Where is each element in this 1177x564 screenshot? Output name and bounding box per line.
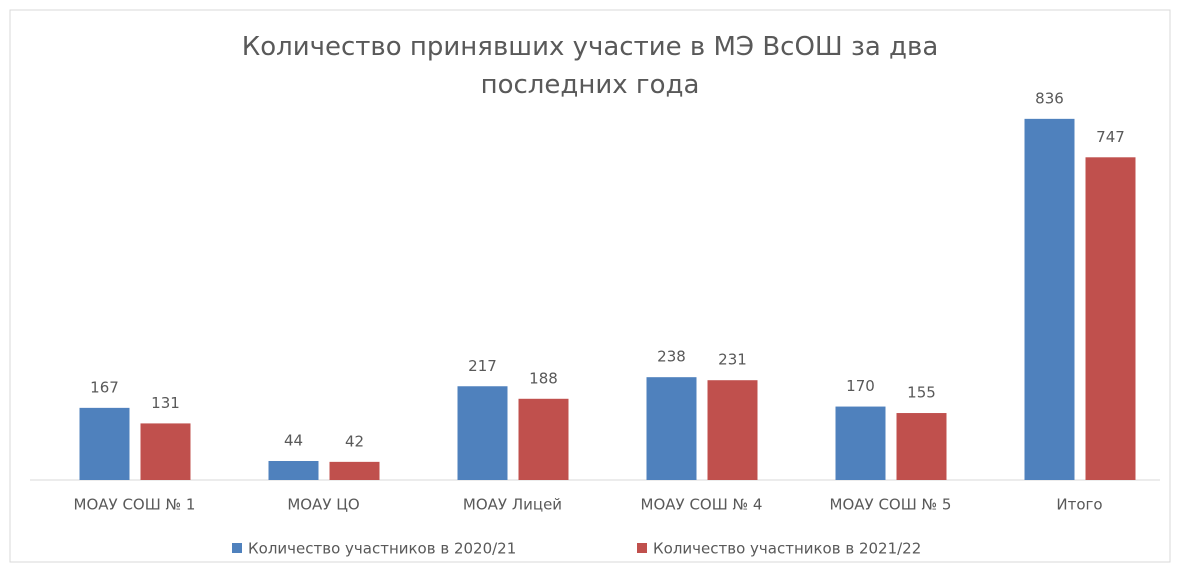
legend-swatch [637, 543, 647, 553]
bar [329, 461, 380, 480]
data-label: 217 [468, 357, 497, 375]
bar [896, 413, 947, 480]
data-label: 188 [529, 369, 558, 387]
legend-label: Количество участников в 2021/22 [653, 540, 921, 558]
chart-border [9, 9, 1171, 563]
data-label: 44 [284, 431, 303, 449]
bar [268, 460, 319, 480]
bar [1085, 157, 1136, 480]
legend-label: Количество участников в 2020/21 [248, 540, 516, 558]
data-label: 836 [1035, 89, 1064, 107]
bar [1024, 118, 1075, 481]
data-label: 131 [151, 394, 180, 412]
bar [79, 407, 130, 480]
bar [707, 380, 758, 480]
x-tick-label: МОАУ СОШ № 1 [74, 496, 196, 514]
x-tick-label: МОАУ Лицей [463, 496, 562, 514]
legend-swatch [232, 543, 242, 553]
bar [646, 377, 697, 480]
x-tick-label: МОАУ ЦО [287, 496, 359, 514]
x-tick-label: МОАУ СОШ № 5 [830, 496, 952, 514]
bar [140, 423, 191, 480]
data-label: 231 [718, 351, 747, 369]
bar [457, 386, 508, 480]
x-tick-label: Итого [1056, 496, 1102, 514]
x-tick-label: МОАУ СОШ № 4 [641, 496, 763, 514]
data-label: 238 [657, 348, 686, 366]
data-label: 155 [907, 384, 936, 402]
data-label: 167 [90, 378, 119, 396]
data-label: 170 [846, 377, 875, 395]
bar [518, 398, 569, 480]
data-label: 42 [345, 432, 364, 450]
chart-title: Количество принявших участие в МЭ ВсОШ з… [241, 32, 939, 100]
data-label: 747 [1096, 128, 1125, 146]
bar [835, 406, 886, 480]
